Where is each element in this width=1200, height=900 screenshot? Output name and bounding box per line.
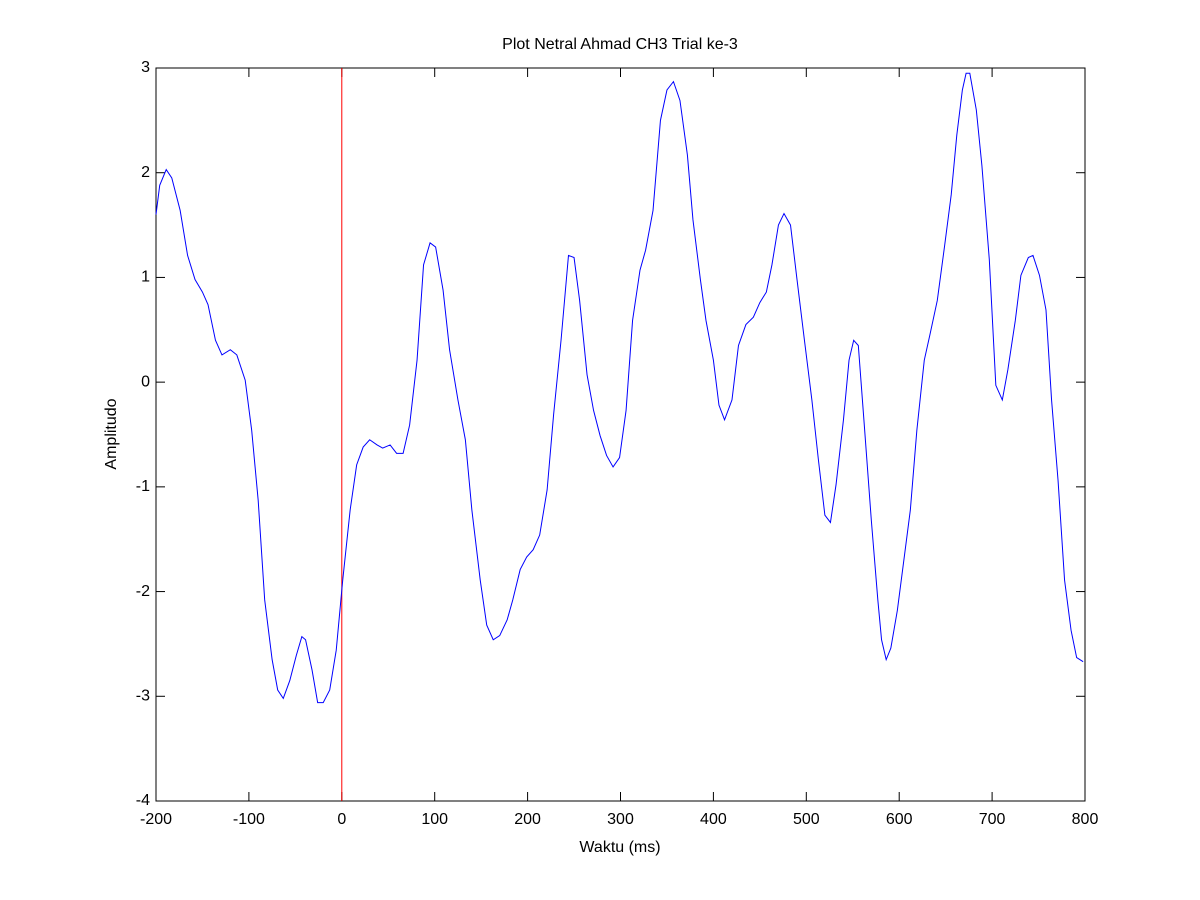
x-tick-label: 600 [886,811,913,828]
x-tick-label: -200 [140,811,172,828]
x-tick-label: 100 [421,811,448,828]
x-tick-label: -100 [233,811,265,828]
data-line [155,72,1084,704]
y-tick-label: 3 [141,59,150,76]
x-tick-label: 400 [700,811,727,828]
y-tick-label: 2 [141,164,150,181]
x-tick-label: 200 [514,811,541,828]
x-tick-label: 300 [607,811,634,828]
x-tick-label: 500 [793,811,820,828]
x-tick-label: 0 [337,811,346,828]
x-axis-label: Waktu (ms) [579,839,660,856]
x-tick-label: 800 [1072,811,1099,828]
y-tick-label: -1 [136,478,150,495]
y-tick-label: -2 [136,583,150,600]
y-tick-label: 1 [141,269,150,286]
y-tick-label: 0 [141,373,150,390]
y-tick-label: -3 [136,688,150,705]
y-tick-label: -4 [136,792,150,809]
chart-title: Plot Netral Ahmad CH3 Trial ke-3 [502,36,738,53]
x-tick-label: 700 [979,811,1006,828]
y-axis-label: Amplitudo [103,398,120,469]
